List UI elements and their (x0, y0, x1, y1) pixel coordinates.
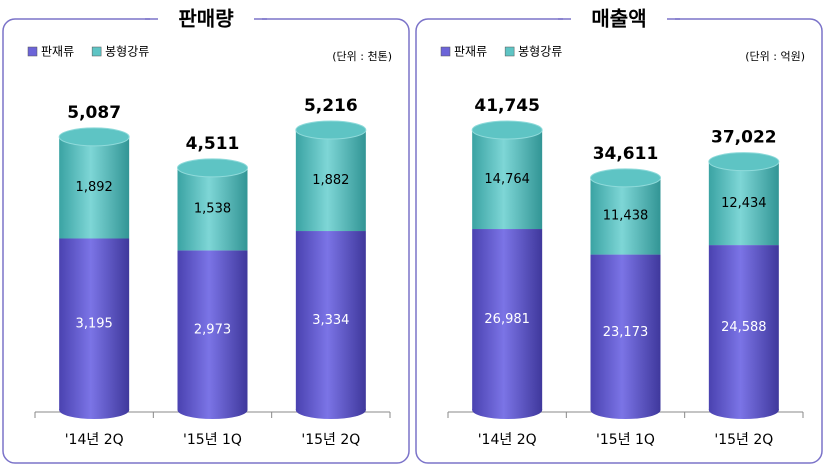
unit-note: (단위 : 억원) (745, 50, 805, 63)
bar-value-label: 24,588 (721, 320, 767, 335)
bar-value-label: 23,173 (603, 325, 649, 340)
title-backdrop (563, 6, 675, 32)
legend-label: 판재류 (454, 45, 487, 59)
bar-value-label: 11,438 (603, 209, 649, 224)
bar-value-label: 14,764 (484, 172, 530, 187)
legend-label: 봉형강류 (518, 45, 562, 59)
bar-segment (708, 161, 779, 246)
bar-segment (472, 229, 543, 410)
bar-value-label: 1,538 (194, 202, 231, 217)
legend-label: 봉형강류 (105, 45, 149, 59)
bar-value-label: 26,981 (484, 312, 530, 327)
x-tick-label: '15년 1Q (596, 432, 655, 448)
bar-segment (708, 245, 779, 410)
bar-segment (177, 250, 248, 410)
bar-value-label: 2,973 (194, 323, 231, 338)
bar-segment (590, 254, 661, 410)
x-tick-label: '15년 1Q (183, 432, 242, 448)
legend-swatch (27, 46, 38, 57)
total-label: 5,087 (67, 103, 121, 123)
total-label: 37,022 (711, 128, 777, 148)
unit-note: (단위 : 천톤) (332, 49, 392, 63)
chart-title: 판매량 (178, 7, 234, 31)
bar-value-label: 3,195 (76, 317, 113, 332)
bar-value-label: 3,334 (312, 313, 349, 328)
bar-segment (59, 136, 130, 239)
total-label: 5,216 (304, 96, 358, 116)
bar-segment (59, 238, 130, 410)
bar-value-label: 1,892 (76, 180, 113, 195)
cylinder-top (708, 152, 780, 172)
bar-segment (177, 167, 248, 251)
cylinder-top (590, 168, 661, 188)
x-tick-label: '15년 2Q (301, 432, 360, 448)
legend-swatch (91, 46, 102, 57)
bar-segment (295, 231, 366, 410)
cylinder-top (58, 127, 130, 147)
title-backdrop (150, 6, 262, 32)
x-tick-label: '14년 2Q (65, 432, 124, 448)
total-label: 34,611 (593, 144, 659, 164)
bar-segment (295, 130, 366, 232)
legend-label: 판재류 (41, 45, 74, 59)
bar-segment (472, 130, 543, 230)
total-label: 41,745 (474, 96, 540, 116)
cylinder-top (295, 120, 367, 140)
x-tick-label: '15년 2Q (714, 432, 773, 448)
bar-value-label: 1,882 (312, 173, 349, 188)
bar-segment (590, 177, 661, 255)
cylinder-top (177, 158, 248, 178)
total-label: 4,511 (186, 134, 240, 154)
legend-swatch (440, 46, 451, 57)
bar-value-label: 12,434 (721, 196, 767, 211)
x-tick-label: '14년 2Q (478, 432, 537, 448)
legend-swatch (504, 46, 515, 57)
cylinder-top (471, 120, 543, 140)
chart-title: 매출액 (591, 7, 646, 31)
